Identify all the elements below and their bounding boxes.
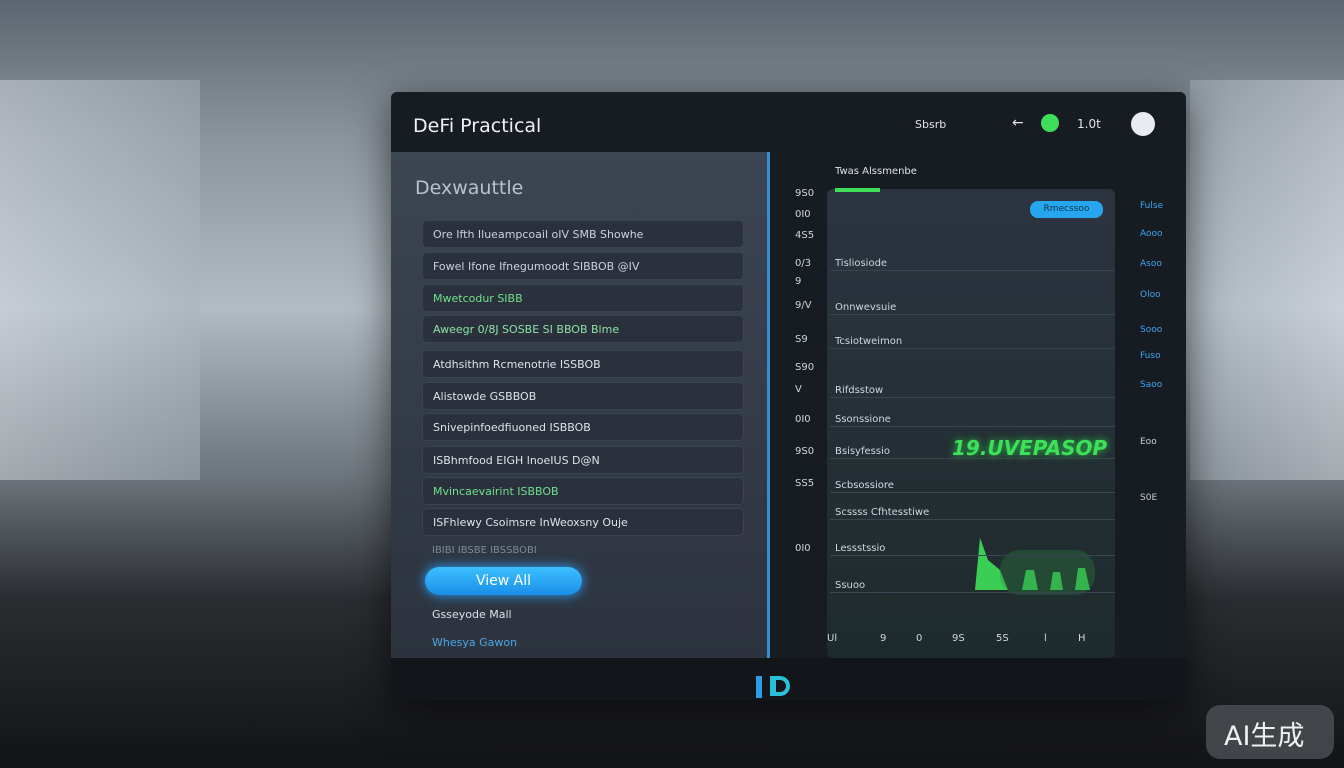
back-button[interactable]: ← (1012, 115, 1024, 131)
side-label[interactable]: Sooo (1140, 325, 1163, 335)
row-label: Bsisyfessio (835, 446, 890, 457)
list-item[interactable]: Mwetcodur SIBB (422, 284, 744, 312)
grid-line (830, 519, 1115, 520)
list-item[interactable]: Fowel Ifone Ifnegumoodt SIBBOB @IV (422, 252, 744, 280)
divider (767, 152, 770, 658)
nav-link[interactable]: Sbsrb (915, 118, 947, 131)
list-item[interactable]: ISBhmfood EIGH lnoeIUS D@N (422, 446, 744, 474)
x-axis-label: 9 (880, 633, 887, 644)
green-bars (975, 538, 1095, 595)
row-label: Scssss Cfhtesstiwe (835, 507, 930, 518)
x-axis-label: l (1044, 633, 1047, 644)
logo (770, 676, 790, 696)
side-label: S0E (1140, 493, 1158, 503)
footer-bar (391, 658, 1186, 700)
view-all-button[interactable]: View All (425, 567, 582, 595)
grid-line (830, 555, 1115, 556)
axis-label: S90 (795, 362, 815, 373)
app-title: DeFi Practical (413, 115, 542, 137)
list-item[interactable]: ISFhlewy Csoimsre InWeoxsny Ouje (422, 508, 744, 536)
accent-line (835, 188, 880, 192)
x-axis-label: Ul (827, 633, 838, 644)
row-label: Scbsossiore (835, 480, 894, 491)
axis-label: 0I0 (795, 209, 811, 220)
side-label[interactable]: Oloo (1140, 290, 1161, 300)
chart-panel (827, 189, 1115, 658)
headline-value: 19.UVEPASOP (952, 436, 1108, 460)
grid-line (830, 314, 1115, 315)
grid-line (830, 458, 1115, 459)
axis-label: S9 (795, 334, 808, 345)
logo (756, 676, 762, 698)
sidebar-title: Dexwauttle (415, 177, 524, 199)
grid-line (830, 348, 1115, 349)
axis-label: 9S0 (795, 188, 815, 199)
grid-line (830, 492, 1115, 493)
axis-label: 0I0 (795, 543, 811, 554)
status-dot[interactable] (1041, 114, 1059, 132)
row-label: Onnwevsuie (835, 302, 897, 313)
axis-label: SS5 (795, 478, 815, 489)
x-axis-label: 5S (996, 633, 1009, 644)
side-label[interactable]: Fulse (1140, 201, 1164, 211)
watermark: AI生成 (1224, 721, 1305, 752)
profile-icon[interactable] (1131, 112, 1155, 136)
list-item[interactable]: Ore Ifth Ilueampcoail oIV SMB Showhe (422, 220, 744, 248)
axis-label: V (795, 384, 802, 395)
list-item[interactable]: Atdhsithm Rcmenotrie ISSBOB (422, 350, 744, 378)
row-label: Tcsiotweimon (835, 336, 903, 347)
window-light (1190, 80, 1344, 480)
list-item[interactable]: Mvincaevairint ISBBOB (422, 477, 744, 505)
grid-line (830, 270, 1115, 271)
grid-line (830, 397, 1115, 398)
axis-label: 4S5 (795, 230, 815, 241)
footer-link[interactable]: Gsseyode Mall (432, 608, 512, 621)
list-note: IBIBI IBSBE IBSSBOBI (432, 545, 537, 556)
side-label[interactable]: Fuso (1140, 351, 1161, 361)
row-label: Lessstssio (835, 543, 886, 554)
x-axis-label: 9S (952, 633, 965, 644)
row-label: Tisliosiode (835, 258, 888, 269)
chart-badge[interactable]: Rmecssoo (1030, 201, 1103, 218)
row-label: Ssonssione (835, 414, 891, 425)
chart-title: Twas Alssmenbe (835, 166, 917, 177)
grid-line (830, 592, 1115, 593)
axis-label: 9S0 (795, 446, 815, 457)
row-label: Ssuoo (835, 580, 866, 591)
axis-label: 0/3 (795, 258, 812, 269)
list-item[interactable]: Snivepinfoedfiuoned ISBBOB (422, 413, 744, 441)
row-label: Rifdsstow (835, 385, 884, 396)
x-axis-label: H (1078, 633, 1086, 644)
window-light (0, 80, 200, 480)
side-label[interactable]: Asoo (1140, 259, 1162, 269)
axis-label: 9/V (795, 300, 812, 311)
list-item[interactable]: Alistowde GSBBOB (422, 382, 744, 410)
side-label: Eoo (1140, 437, 1157, 447)
list-item[interactable]: Aweegr 0/8J SOSBE SI BBOB Blme (422, 315, 744, 343)
footer-link[interactable]: Whesya Gawon (432, 636, 518, 649)
side-label[interactable]: Aooo (1140, 229, 1163, 239)
side-label[interactable]: Saoo (1140, 380, 1163, 390)
axis-label: 0I0 (795, 414, 811, 425)
axis-label: 9 (795, 276, 802, 287)
header-value: 1.0t (1077, 117, 1101, 131)
watermark-bg (1206, 705, 1334, 759)
grid-line (830, 426, 1115, 427)
x-axis-label: 0 (916, 633, 923, 644)
